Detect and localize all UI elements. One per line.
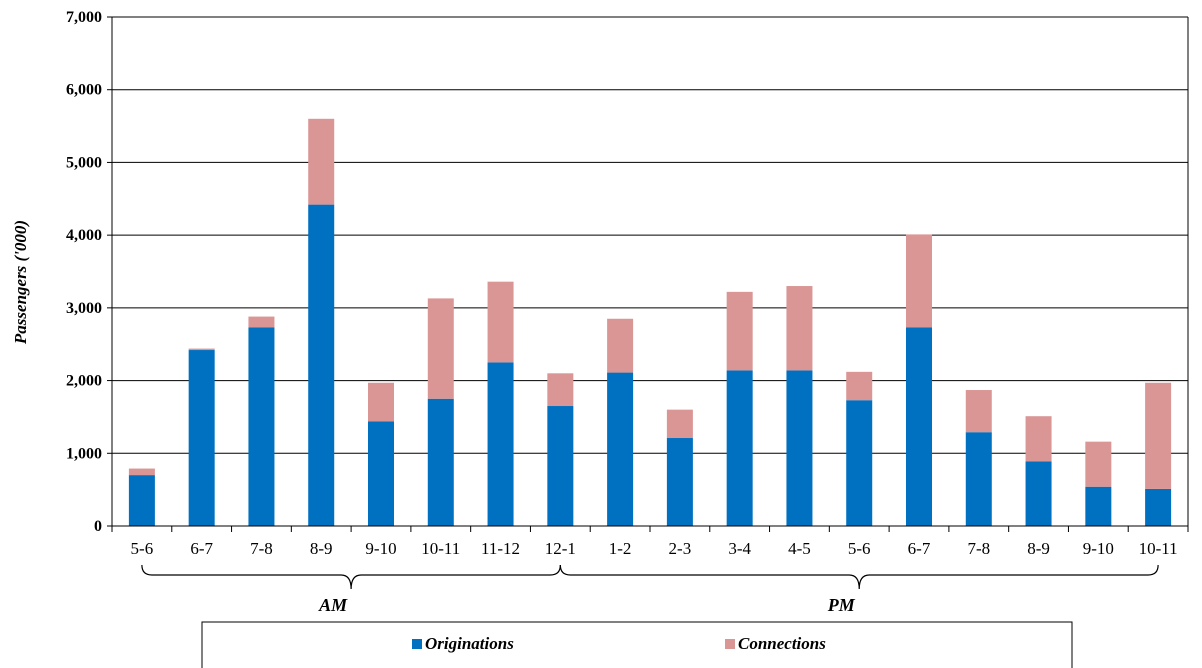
bar-originations-10-11 xyxy=(427,398,454,526)
bar-originations-7-8 xyxy=(248,327,275,526)
bar-originations-5-6 xyxy=(128,475,155,526)
bar-connections-8-9 xyxy=(1025,416,1052,462)
gridlines xyxy=(107,16,1188,527)
x-tick-label: 11-12 xyxy=(481,539,520,558)
group-label-am: AM xyxy=(318,595,348,615)
bars xyxy=(128,118,1172,527)
x-tick-label: 6-7 xyxy=(190,539,213,558)
x-tick-label: 7-8 xyxy=(967,539,990,558)
y-tick-label: 4,000 xyxy=(66,227,102,244)
brace-am xyxy=(141,564,561,590)
y-axis-label: Passengers ('000) xyxy=(11,220,30,345)
y-tick-label: 5,000 xyxy=(66,154,102,171)
bar-originations-11-12 xyxy=(487,362,514,526)
bar-connections-6-7 xyxy=(188,348,215,351)
brace-pm xyxy=(559,564,1159,590)
bar-connections-9-10 xyxy=(1085,441,1112,487)
x-tick-label: 6-7 xyxy=(908,539,931,558)
bar-originations-3-4 xyxy=(726,370,753,526)
legend: Originations Connections xyxy=(201,621,1073,668)
bar-connections-4-5 xyxy=(786,286,813,371)
bar-connections-5-6 xyxy=(128,468,155,476)
y-tick-label: 6,000 xyxy=(66,82,102,99)
x-tick-label: 4-5 xyxy=(788,539,811,558)
bar-connections-5-6 xyxy=(846,371,873,401)
y-tick-label: 7,000 xyxy=(66,9,102,26)
x-tick-label: 5-6 xyxy=(848,539,871,558)
bar-connections-9-10 xyxy=(368,382,394,422)
x-tick-label: 12-1 xyxy=(545,539,576,558)
bar-connections-2-3 xyxy=(666,409,693,439)
bar-originations-10-11 xyxy=(1145,488,1172,526)
bar-connections-10-11 xyxy=(427,298,454,399)
x-tick-labels: 5-6 6-7 7-8 8-9 9-10 10-11 11-12 12-1 1-2 2-3 3-4 4… xyxy=(131,539,1178,558)
bar-connections-8-9 xyxy=(308,118,335,205)
bar-originations-5-6 xyxy=(846,400,873,526)
group-label-pm: PM xyxy=(827,595,856,615)
y-tick-label: 1,000 xyxy=(66,445,102,462)
axes xyxy=(111,17,1189,532)
x-tick-label: 8-9 xyxy=(310,539,333,558)
x-tick-label: 5-6 xyxy=(131,539,154,558)
x-tick-label: 8-9 xyxy=(1027,539,1050,558)
bar-connections-10-11 xyxy=(1145,382,1172,489)
legend-label-connections: Connections xyxy=(738,634,826,653)
x-tick-label: 3-4 xyxy=(728,539,751,558)
bar-originations-6-7 xyxy=(906,327,932,526)
bar-connections-6-7 xyxy=(906,234,932,328)
bar-connections-11-12 xyxy=(487,281,514,363)
y-tick-labels: 0 1,000 2,000 3,000 4,000 5,000 6,000 7,000 xyxy=(66,9,102,535)
y-tick-label: 3,000 xyxy=(66,300,102,317)
x-tick-label: 9-10 xyxy=(1083,539,1114,558)
bar-originations-4-5 xyxy=(786,370,813,526)
bar-originations-12-1 xyxy=(547,406,574,526)
bar-originations-2-3 xyxy=(666,438,693,526)
bar-originations-8-9 xyxy=(308,204,335,527)
x-tick-label: 2-3 xyxy=(669,539,692,558)
bar-connections-7-8 xyxy=(965,390,992,433)
bar-connections-12-1 xyxy=(547,373,574,407)
legend-label-originations: Originations xyxy=(425,634,514,653)
group-braces: AM PM xyxy=(141,564,1159,615)
legend-swatch-originations xyxy=(412,639,422,649)
x-tick-label: 10-11 xyxy=(421,539,460,558)
bar-originations-8-9 xyxy=(1025,461,1052,526)
y-tick-label: 2,000 xyxy=(66,373,102,390)
bar-originations-6-7 xyxy=(188,350,215,526)
bar-originations-9-10 xyxy=(368,421,394,526)
bar-connections-7-8 xyxy=(248,316,275,328)
legend-swatch-connections xyxy=(725,639,735,649)
x-tick-label: 10-11 xyxy=(1139,539,1178,558)
bar-originations-9-10 xyxy=(1085,486,1112,526)
x-tick-label: 1-2 xyxy=(609,539,632,558)
bar-originations-1-2 xyxy=(607,372,634,526)
bar-originations-7-8 xyxy=(965,432,992,526)
bar-connections-1-2 xyxy=(607,318,634,373)
legend-box xyxy=(201,621,1073,668)
y-tick-label: 0 xyxy=(94,518,102,535)
bar-connections-3-4 xyxy=(726,291,753,371)
x-tick-label: 7-8 xyxy=(250,539,273,558)
x-tick-label: 9-10 xyxy=(365,539,396,558)
